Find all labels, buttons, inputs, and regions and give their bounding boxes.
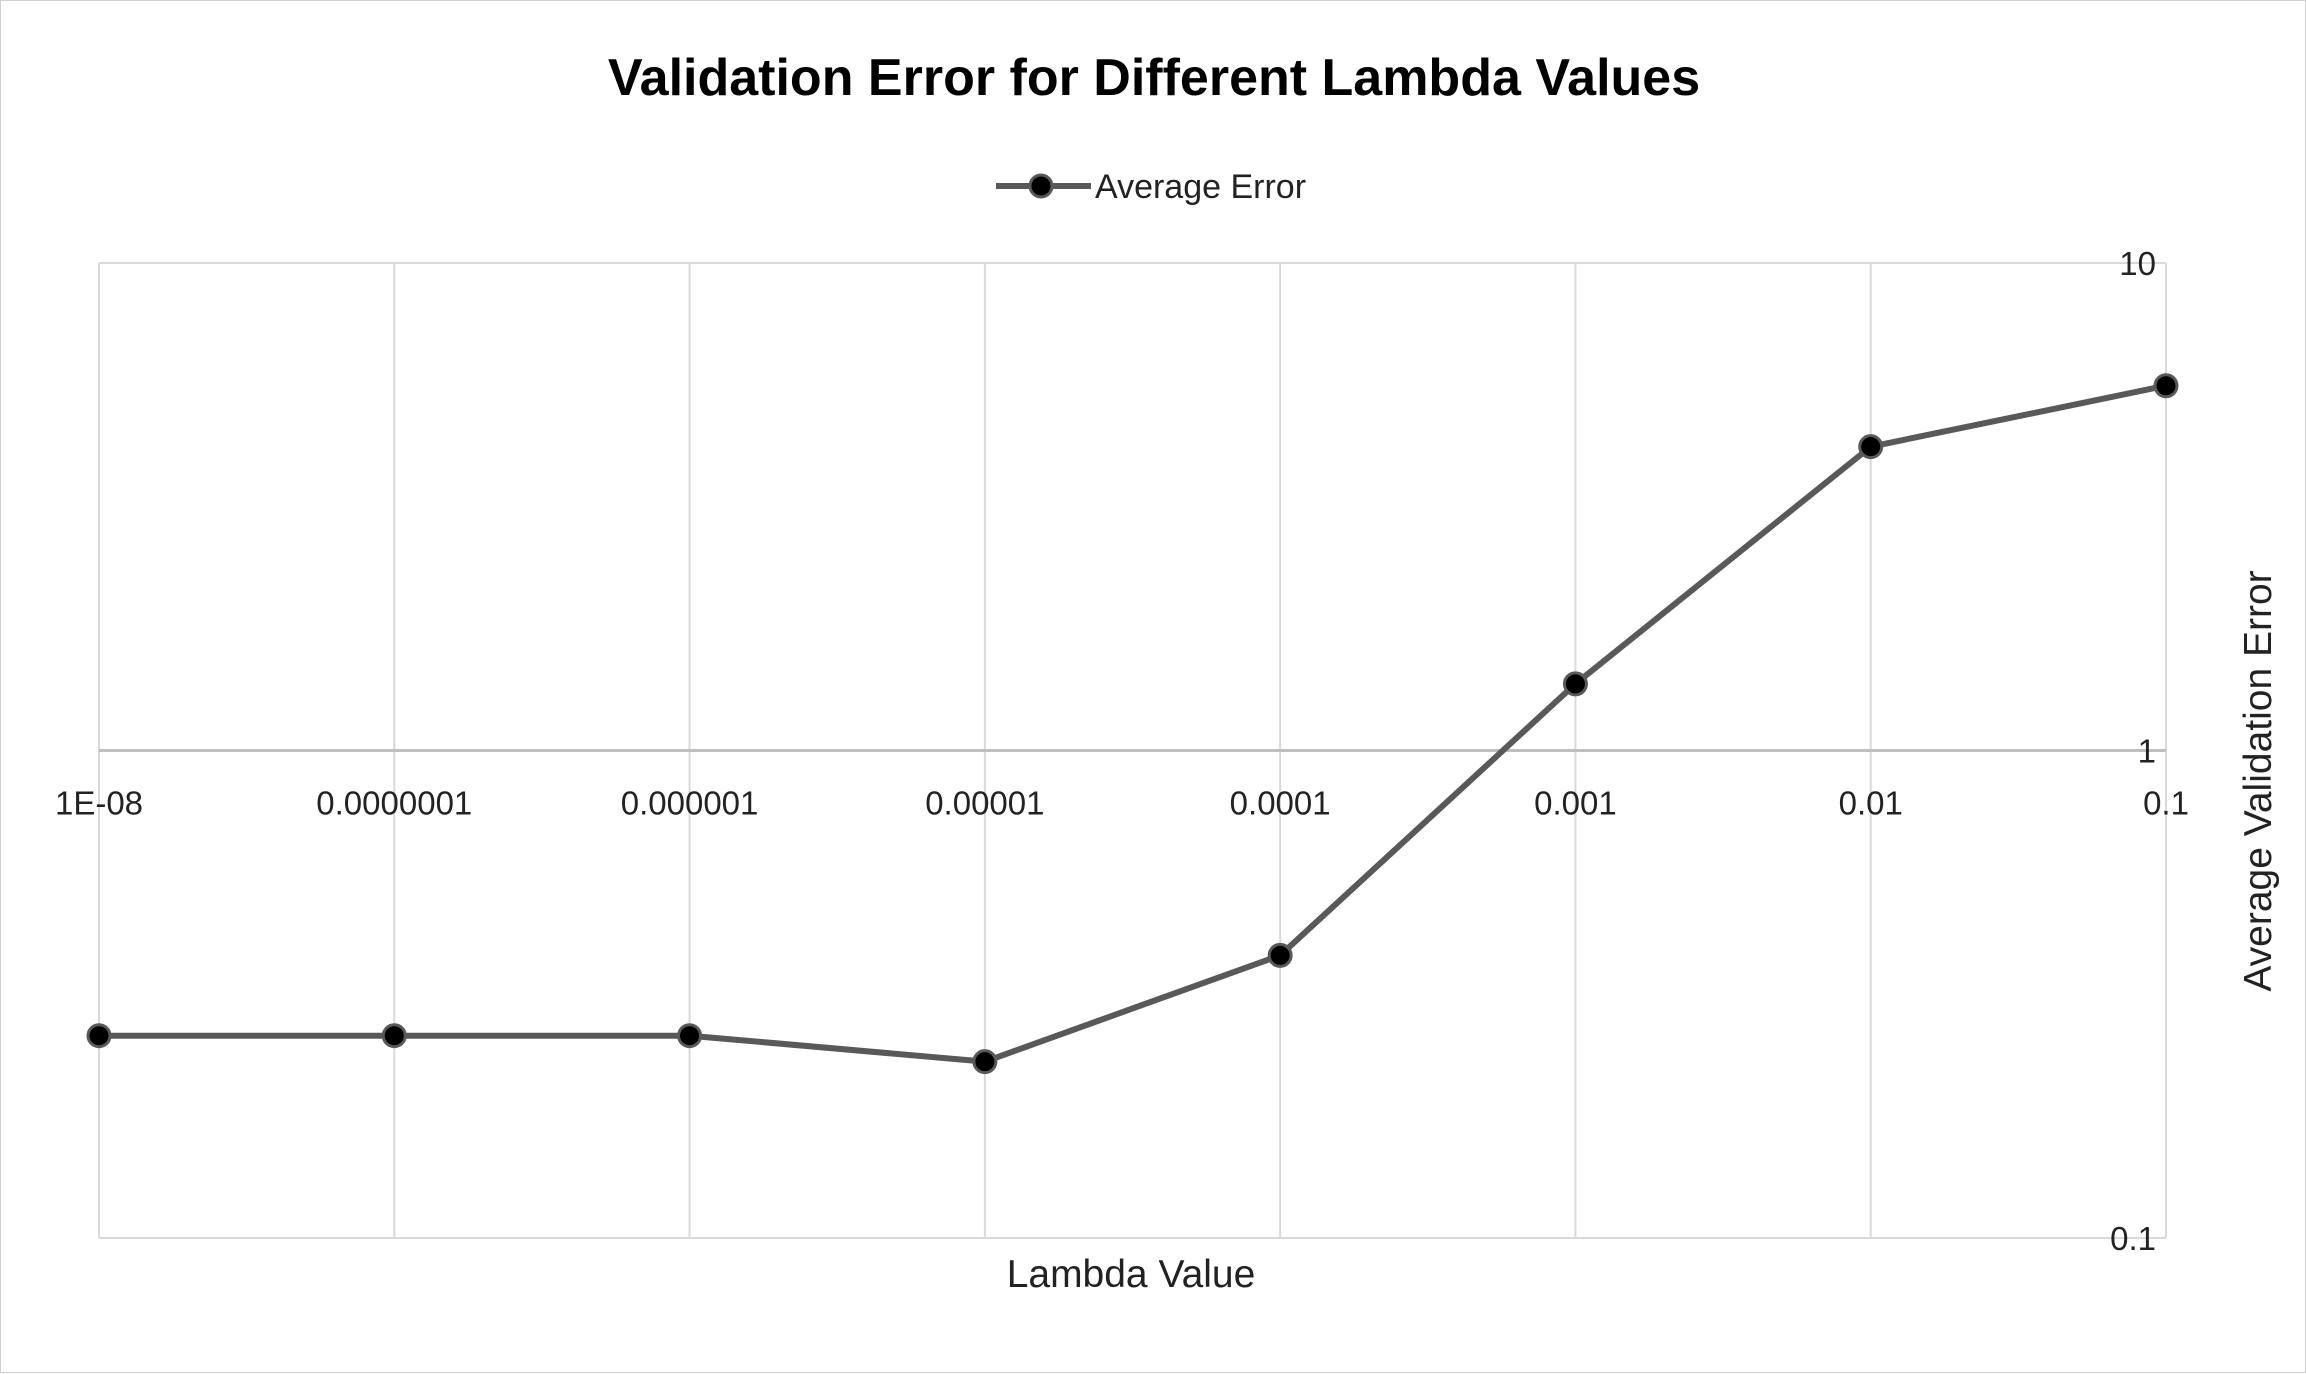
x-tick-label: 0.001 — [1534, 785, 1617, 822]
y-axis-tick-labels: 10 1 0.1 — [2110, 245, 2156, 1257]
data-point-marker — [1562, 671, 1588, 697]
gridlines — [98, 262, 2167, 1239]
x-tick-label: 0.000001 — [621, 785, 759, 822]
y-tick-label: 0.1 — [2110, 1220, 2156, 1257]
series-line — [99, 382, 2167, 1065]
x-tick-label: 0.0001 — [1230, 785, 1331, 822]
x-axis-tick-labels: 1E-08 0.0000001 0.000001 0.00001 0.0001 0.001… — [55, 785, 2189, 822]
y-tick-label: 1 — [2138, 733, 2156, 770]
data-point-marker — [86, 1023, 112, 1049]
data-series — [86, 373, 2179, 1075]
data-point-marker — [972, 1049, 998, 1075]
legend-marker-swatch — [1028, 173, 1054, 199]
x-axis-label: Lambda Value — [1007, 1253, 1256, 1296]
data-point-marker — [381, 1023, 407, 1049]
legend-label: Average Error — [1095, 168, 1306, 206]
x-tick-label: 0.1 — [2143, 785, 2189, 822]
chart-title: Validation Error for Different Lambda Va… — [608, 49, 1700, 107]
legend: Average Error — [996, 168, 1306, 206]
y-axis-label: Average Validation Error — [2237, 570, 2280, 991]
data-point-marker — [1858, 434, 1884, 460]
x-tick-label: 0.01 — [1839, 785, 1903, 822]
x-tick-label: 0.00001 — [925, 785, 1044, 822]
x-tick-label: 1E-08 — [55, 785, 143, 822]
x-tick-label: 0.0000001 — [316, 785, 472, 822]
data-point-marker — [2153, 373, 2179, 399]
y-tick-label: 10 — [2119, 245, 2156, 282]
data-point-marker — [1267, 942, 1293, 968]
data-point-marker — [677, 1023, 703, 1049]
